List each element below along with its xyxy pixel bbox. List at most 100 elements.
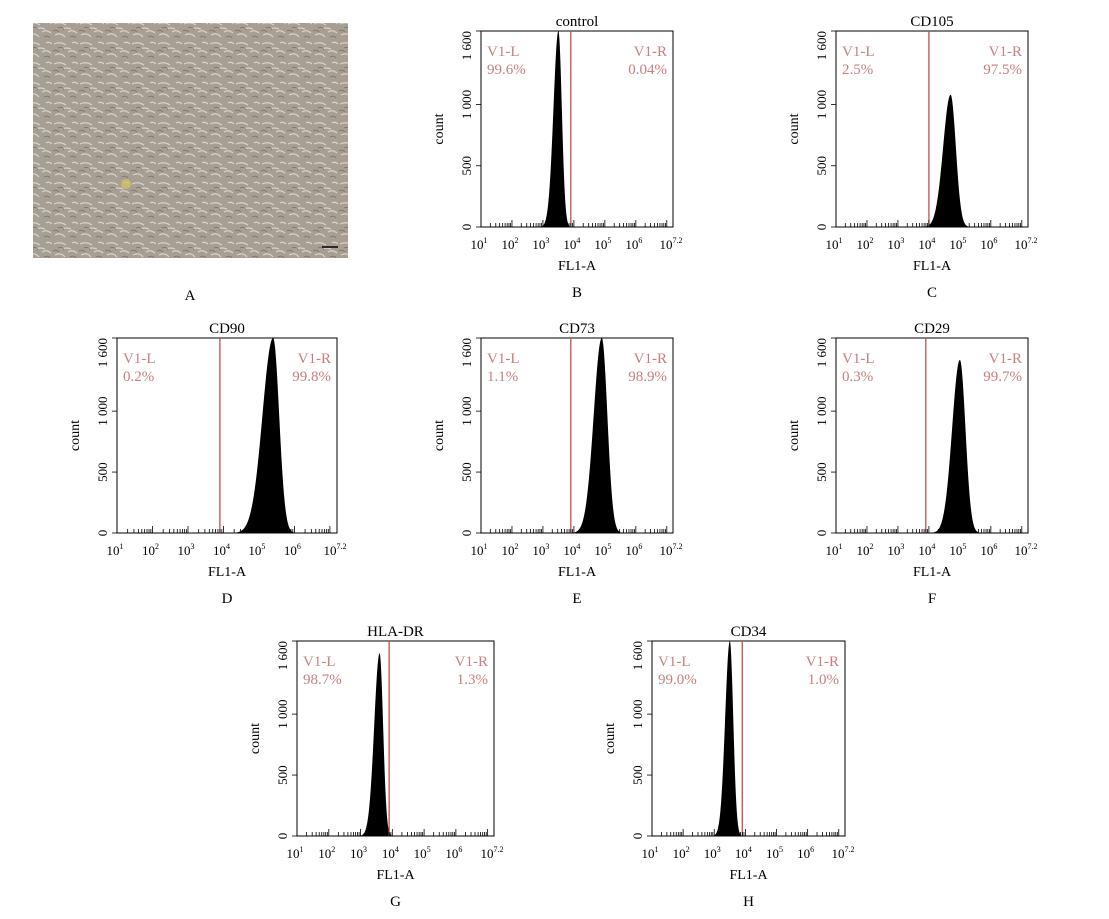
gate-label-right-percent: 1.0% (808, 672, 839, 688)
gate-label-right-percent: 0.04% (628, 62, 667, 78)
histogram-panel-e: V1-L 1.1% V1-R 98.9% CD73 101 102 103 104 105 106 1… (432, 321, 683, 607)
x-tick-label: 107.2 (660, 542, 683, 558)
x-tick-label: 103 (704, 845, 721, 861)
x-tick-label: 101 (471, 542, 488, 558)
y-axis-label: count (248, 723, 263, 754)
x-tick-label: 102 (501, 236, 518, 252)
x-tick-label: 103 (350, 845, 367, 861)
histogram-peak (836, 359, 1028, 533)
x-tick-label: 103 (177, 542, 194, 558)
y-tick-label: 1 600 (630, 641, 645, 670)
x-tick-label: 103 (532, 542, 549, 558)
x-tick-label: 103 (887, 542, 904, 558)
y-tick-label: 1 600 (459, 31, 474, 60)
y-tick-label: 1 600 (95, 338, 110, 367)
plot-frame (835, 337, 1029, 534)
x-tick-label: 104 (735, 845, 752, 861)
y-tick-label: 0 (814, 530, 829, 537)
y-tick-label: 500 (814, 156, 829, 176)
x-tick-label: 104 (382, 845, 399, 861)
gate-label-right-percent: 99.7% (983, 369, 1022, 385)
x-tick-label: 107.2 (324, 542, 347, 558)
x-axis-label: FL1-A (729, 868, 768, 883)
y-tick-label: 0 (459, 224, 474, 231)
gate-label-right-name: V1-R (989, 351, 1022, 367)
x-tick-label: 105 (594, 542, 611, 558)
x-tick-label: 105 (248, 542, 265, 558)
chart-title: HLA-DR (367, 624, 424, 640)
y-axis-label: count (432, 113, 447, 144)
x-tick-label: 102 (318, 845, 335, 861)
x-tick-label: 105 (949, 236, 966, 252)
histogram-panel-b: V1-L 99.6% V1-R 0.04% control 101 102 103 104 105… (432, 14, 683, 301)
x-tick-label: 101 (107, 542, 124, 558)
micrograph-image (33, 23, 348, 258)
gate-label-left-name: V1-L (303, 654, 336, 670)
x-axis-label: FL1-A (208, 565, 247, 580)
gate-label-left-percent: 99.6% (487, 62, 526, 78)
y-tick-label: 1 600 (814, 338, 829, 367)
y-tick-label: 1 000 (95, 397, 110, 426)
y-tick-label: 500 (630, 765, 645, 785)
y-tick-label: 0 (814, 224, 829, 231)
y-tick-label: 0 (459, 530, 474, 537)
y-tick-label: 1 000 (459, 397, 474, 426)
y-tick-label: 0 (95, 530, 110, 537)
y-tick-label: 500 (459, 156, 474, 176)
y-tick-label: 1 000 (814, 397, 829, 426)
x-tick-label: 103 (532, 236, 549, 252)
x-tick-label: 105 (766, 845, 783, 861)
y-tick-label: 1 000 (459, 90, 474, 119)
x-tick-label: 105 (949, 542, 966, 558)
y-tick-label: 500 (814, 462, 829, 482)
plot-frame (480, 30, 674, 228)
chart-title: CD73 (559, 321, 595, 337)
gate-label-left-name: V1-L (842, 351, 875, 367)
gate-label-left-name: V1-L (487, 351, 520, 367)
x-tick-label: 104 (213, 542, 230, 558)
gate-label-right-name: V1-R (806, 654, 839, 670)
x-axis-label: FL1-A (558, 565, 597, 580)
panel-letter-d: D (222, 591, 233, 607)
x-tick-label: 103 (887, 236, 904, 252)
x-tick-label: 106 (797, 845, 814, 861)
x-tick-label: 106 (284, 542, 301, 558)
x-tick-label: 107.2 (1015, 236, 1038, 252)
y-axis-label: count (432, 420, 447, 451)
panel-letter-f: F (928, 591, 936, 607)
y-axis-label: count (603, 723, 618, 754)
gate-label-right-percent: 1.3% (457, 672, 488, 688)
gate-label-right-percent: 98.9% (628, 369, 667, 385)
gate-label-left-percent: 98.7% (303, 672, 342, 688)
y-axis-label: count (787, 113, 802, 144)
x-tick-label: 107.2 (481, 845, 504, 861)
histogram-panel-f: V1-L 0.3% V1-R 99.7% CD29 101 102 103 104 105 106 1… (787, 321, 1038, 607)
x-axis-label: FL1-A (558, 259, 597, 274)
x-tick-label: 106 (625, 236, 642, 252)
chart-title: CD34 (731, 624, 767, 640)
x-tick-label: 105 (414, 845, 431, 861)
y-tick-label: 1 000 (630, 700, 645, 729)
plot-frame (651, 640, 846, 837)
x-tick-label: 104 (918, 236, 935, 252)
x-tick-label: 104 (918, 542, 935, 558)
x-tick-label: 106 (980, 236, 997, 252)
gate-label-right-percent: 99.8% (292, 369, 331, 385)
y-tick-label: 500 (95, 462, 110, 482)
x-tick-label: 101 (287, 845, 304, 861)
histogram-peak (836, 94, 1028, 227)
y-tick-label: 1 600 (459, 338, 474, 367)
gate-label-left-percent: 0.2% (123, 369, 154, 385)
y-tick-label: 500 (459, 462, 474, 482)
gate-label-right-name: V1-R (634, 351, 667, 367)
x-axis-label: FL1-A (913, 565, 952, 580)
gate-label-left-name: V1-L (658, 654, 691, 670)
gate-label-left-percent: 99.0% (658, 672, 697, 688)
histogram-panel-h: V1-L 99.0% V1-R 1.0% CD34 101 102 103 104 105 106 1… (603, 624, 855, 910)
gate-label-left-name: V1-L (842, 44, 875, 60)
plot-frame (296, 640, 495, 837)
x-tick-label: 102 (501, 542, 518, 558)
x-tick-label: 102 (673, 845, 690, 861)
y-tick-label: 1 000 (275, 700, 290, 729)
